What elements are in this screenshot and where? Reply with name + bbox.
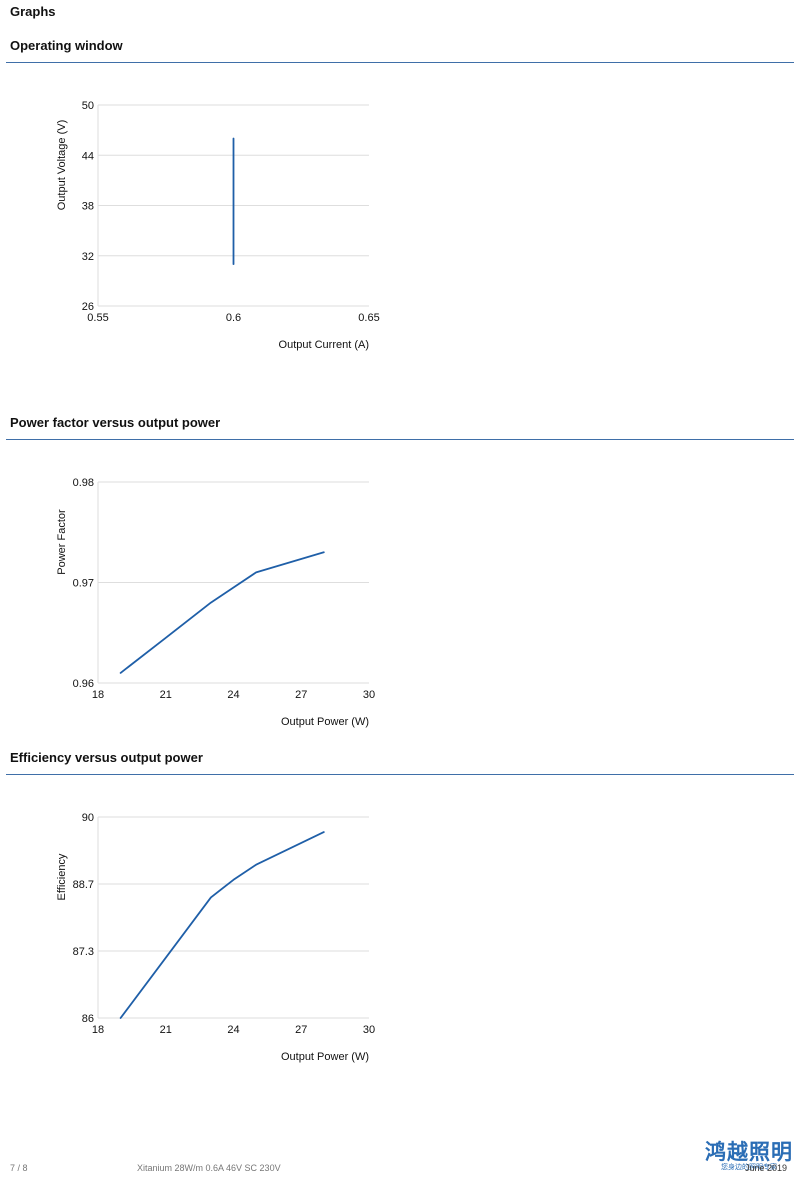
y-tick-label: 0.98 <box>73 477 94 489</box>
x-tick-label: 0.6 <box>226 312 241 324</box>
brand-logo: 鸿越照明 您身边的照明专家 <box>702 1142 796 1172</box>
x-tick-label: 30 <box>363 689 375 701</box>
y-tick-label: 88.7 <box>73 879 94 891</box>
section-divider <box>6 439 794 440</box>
section-title-power-factor: Power factor versus output power <box>10 415 221 430</box>
x-tick-label: 24 <box>227 689 239 701</box>
y-tick-label: 86 <box>82 1013 94 1025</box>
brand-name: 鸿越照明 <box>705 1141 793 1164</box>
x-axis-label: Output Power (W) <box>281 1051 369 1063</box>
y-tick-label: 26 <box>82 301 94 313</box>
section-title-operating-window: Operating window <box>10 38 123 53</box>
series-line <box>119 551 325 674</box>
footer-date: June 2019 <box>745 1163 788 1173</box>
page-number: 7 / 8 <box>10 1163 28 1173</box>
x-axis-label: Output Power (W) <box>281 716 369 728</box>
x-tick-label: 18 <box>92 1024 104 1036</box>
y-tick-label: 38 <box>82 201 94 213</box>
y-tick-label: 44 <box>82 150 94 162</box>
series-line <box>119 831 325 1019</box>
x-axis-label: Output Current (A) <box>279 339 369 351</box>
section-title-efficiency: Efficiency versus output power <box>10 750 203 765</box>
x-tick-label: 27 <box>295 689 307 701</box>
product-name: Xitanium 28W/m 0.6A 46V SC 230V <box>137 1163 281 1173</box>
y-axis-label: Power Factor <box>56 509 68 575</box>
y-tick-label: 0.97 <box>73 578 94 590</box>
y-tick-label: 50 <box>82 100 94 112</box>
x-tick-label: 27 <box>295 1024 307 1036</box>
x-tick-label: 0.65 <box>358 312 379 324</box>
section-divider <box>6 62 794 63</box>
x-tick-label: 0.55 <box>87 312 108 324</box>
y-axis-label: Efficiency <box>56 853 68 900</box>
y-axis-label: Output Voltage (V) <box>56 120 68 211</box>
brand-tagline: 您身边的照明专家 <box>721 1164 777 1171</box>
x-tick-label: 18 <box>92 689 104 701</box>
x-tick-label: 30 <box>363 1024 375 1036</box>
x-tick-label: 21 <box>160 1024 172 1036</box>
operating-window-chart: 50 44 38 32 260.55 0.6 0.65 Output Current (A) O… <box>56 100 380 351</box>
page-title: Graphs <box>10 4 56 19</box>
x-tick-label: 24 <box>227 1024 239 1036</box>
y-tick-label: 32 <box>82 251 94 263</box>
section-divider <box>6 774 794 775</box>
y-tick-label: 87.3 <box>73 946 94 958</box>
y-tick-label: 90 <box>82 812 94 824</box>
y-tick-label: 0.96 <box>73 678 94 690</box>
x-tick-label: 21 <box>160 689 172 701</box>
